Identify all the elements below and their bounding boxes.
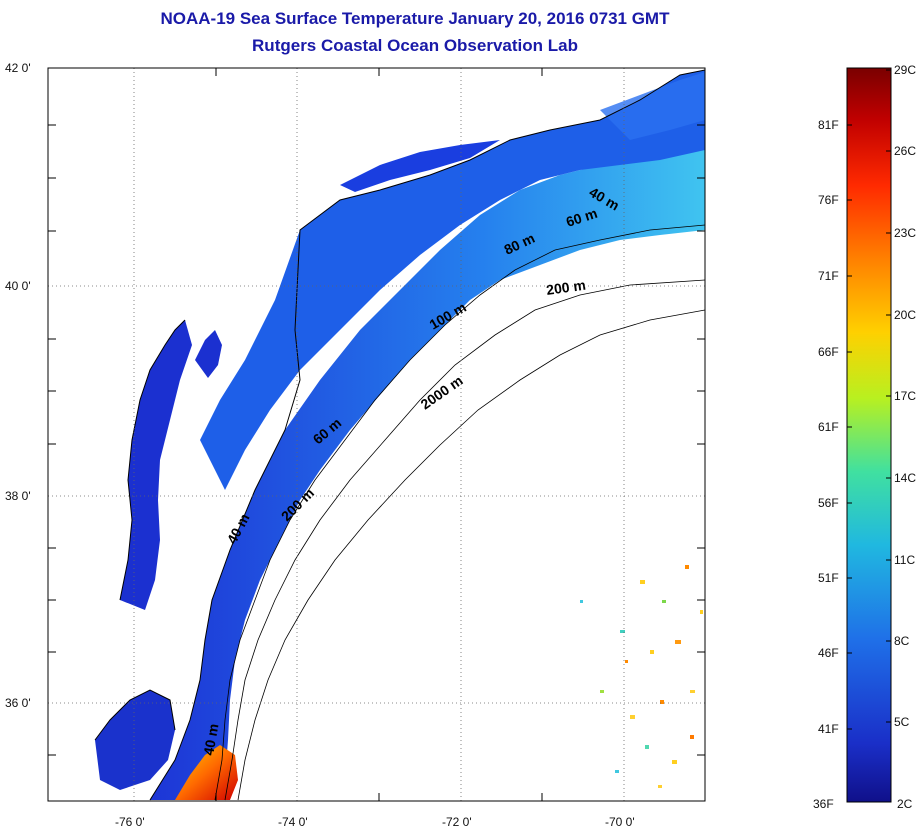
fahrenheit-label: 66F (818, 345, 839, 359)
fahrenheit-label: 41F (818, 722, 839, 736)
celsius-label: 29C (894, 63, 916, 77)
celsius-label: 17C (894, 389, 916, 403)
fahrenheit-label: 71F (818, 269, 839, 283)
lon-tick-label: -76 0' (115, 815, 145, 829)
bathymetry-contours (214, 224, 706, 801)
fahrenheit-label: 36F (813, 797, 834, 811)
lon-tick-label: -74 0' (278, 815, 308, 829)
lat-tick-label: 38 0' (5, 489, 31, 503)
coastline (94, 69, 706, 801)
celsius-label: 5C (894, 715, 910, 729)
celsius-label: 11C (894, 553, 915, 567)
lon-tick-label: -70 0' (605, 815, 635, 829)
fahrenheit-label: 46F (818, 646, 839, 660)
contour-label: 200 m (545, 277, 587, 298)
celsius-label: 2C (897, 797, 913, 811)
celsius-label: 14C (894, 471, 916, 485)
colorbar-celsius-labels: 29C 26C 23C 20C 17C 14C 11C 8C 5C 2C (894, 63, 916, 811)
fahrenheit-label: 81F (818, 118, 839, 132)
map-subtitle: Rutgers Coastal Ocean Observation Lab (252, 36, 578, 55)
lat-tick-label: 36 0' (5, 696, 31, 710)
celsius-label: 23C (894, 226, 916, 240)
map-frame (47, 67, 706, 802)
map-area[interactable]: 40 m 60 m 80 m 100 m 200 m 2000 m 60 m 2… (47, 67, 706, 802)
celsius-label: 8C (894, 634, 910, 648)
lon-tick-label: -72 0' (442, 815, 472, 829)
axis-ticks (48, 68, 705, 801)
colorbar-scale (846, 67, 892, 803)
fahrenheit-label: 51F (818, 571, 839, 585)
map-gridlines (48, 68, 705, 801)
lat-tick-label: 40 0' (5, 279, 31, 293)
latitude-labels: 42 0' 40 0' 38 0' 36 0' (5, 61, 31, 710)
celsius-label: 20C (894, 308, 916, 322)
temperature-colorbar: 29C 26C 23C 20C 17C 14C 11C 8C 5C 2C 81F… (813, 63, 916, 811)
longitude-labels: -76 0' -74 0' -72 0' -70 0' (115, 815, 635, 829)
contour-label: 40 m (200, 722, 221, 756)
fahrenheit-label: 61F (818, 420, 839, 434)
celsius-label: 26C (894, 144, 916, 158)
fahrenheit-label: 56F (818, 496, 839, 510)
map-title: NOAA-19 Sea Surface Temperature January … (160, 9, 670, 28)
colorbar-fahrenheit-labels: 81F 76F 71F 66F 61F 56F 51F 46F 41F 36F (813, 118, 839, 811)
offshore-sst-speckles (580, 565, 703, 788)
fahrenheit-label: 76F (818, 193, 839, 207)
lat-tick-label: 42 0' (5, 61, 31, 75)
